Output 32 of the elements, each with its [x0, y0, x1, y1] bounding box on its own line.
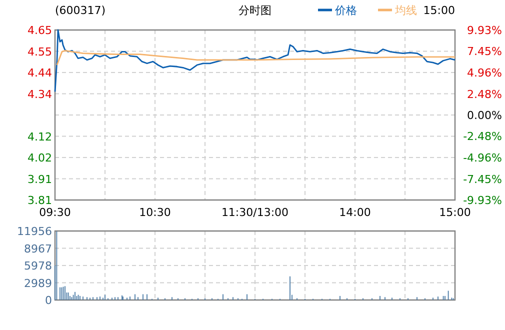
- chart-subtitle: 分时图: [238, 4, 272, 17]
- text: 0.00%: [467, 109, 502, 122]
- text: -4.96%: [463, 151, 502, 164]
- text: -7.45%: [463, 172, 502, 186]
- y-tick-label: 3.91: [28, 172, 52, 186]
- legend-label: 价格: [334, 4, 357, 17]
- y-tick-label: 11956: [17, 225, 52, 238]
- y-tick-label: 4.34: [28, 88, 52, 101]
- x-tick-label: 11:30/13:00: [221, 206, 289, 219]
- y-tick-label: 4.44: [28, 66, 52, 80]
- y-tick-label: 2989: [24, 276, 52, 290]
- text: -2.48%: [463, 130, 502, 144]
- y-tick-label: 8967: [24, 242, 52, 256]
- text: 7.45%: [467, 45, 502, 58]
- y-tick-label: 3.81: [28, 194, 52, 207]
- y-tick-label: 0: [45, 294, 52, 307]
- x-tick-label: 15:00: [439, 206, 471, 219]
- y-tick-label: 4.65: [28, 24, 52, 37]
- legend-label: 均线: [394, 4, 417, 17]
- y-tick-label: 5978: [24, 260, 52, 272]
- text: -9.93%: [463, 194, 502, 207]
- chart-title: (600317): [55, 4, 106, 17]
- x-tick-label: 10:30: [139, 206, 171, 219]
- x-tick-label: 14:00: [339, 206, 371, 219]
- y-tick-label: 4.55: [28, 45, 52, 58]
- y-tick-label: 4.12: [28, 130, 52, 144]
- text: 2.48%: [467, 88, 502, 101]
- text: 9.93%: [467, 24, 502, 37]
- x-tick-label: 09:30: [39, 206, 71, 219]
- y-tick-label: 4.02: [28, 152, 52, 164]
- text: 4.96%: [467, 66, 502, 80]
- text: 15:00: [423, 4, 455, 17]
